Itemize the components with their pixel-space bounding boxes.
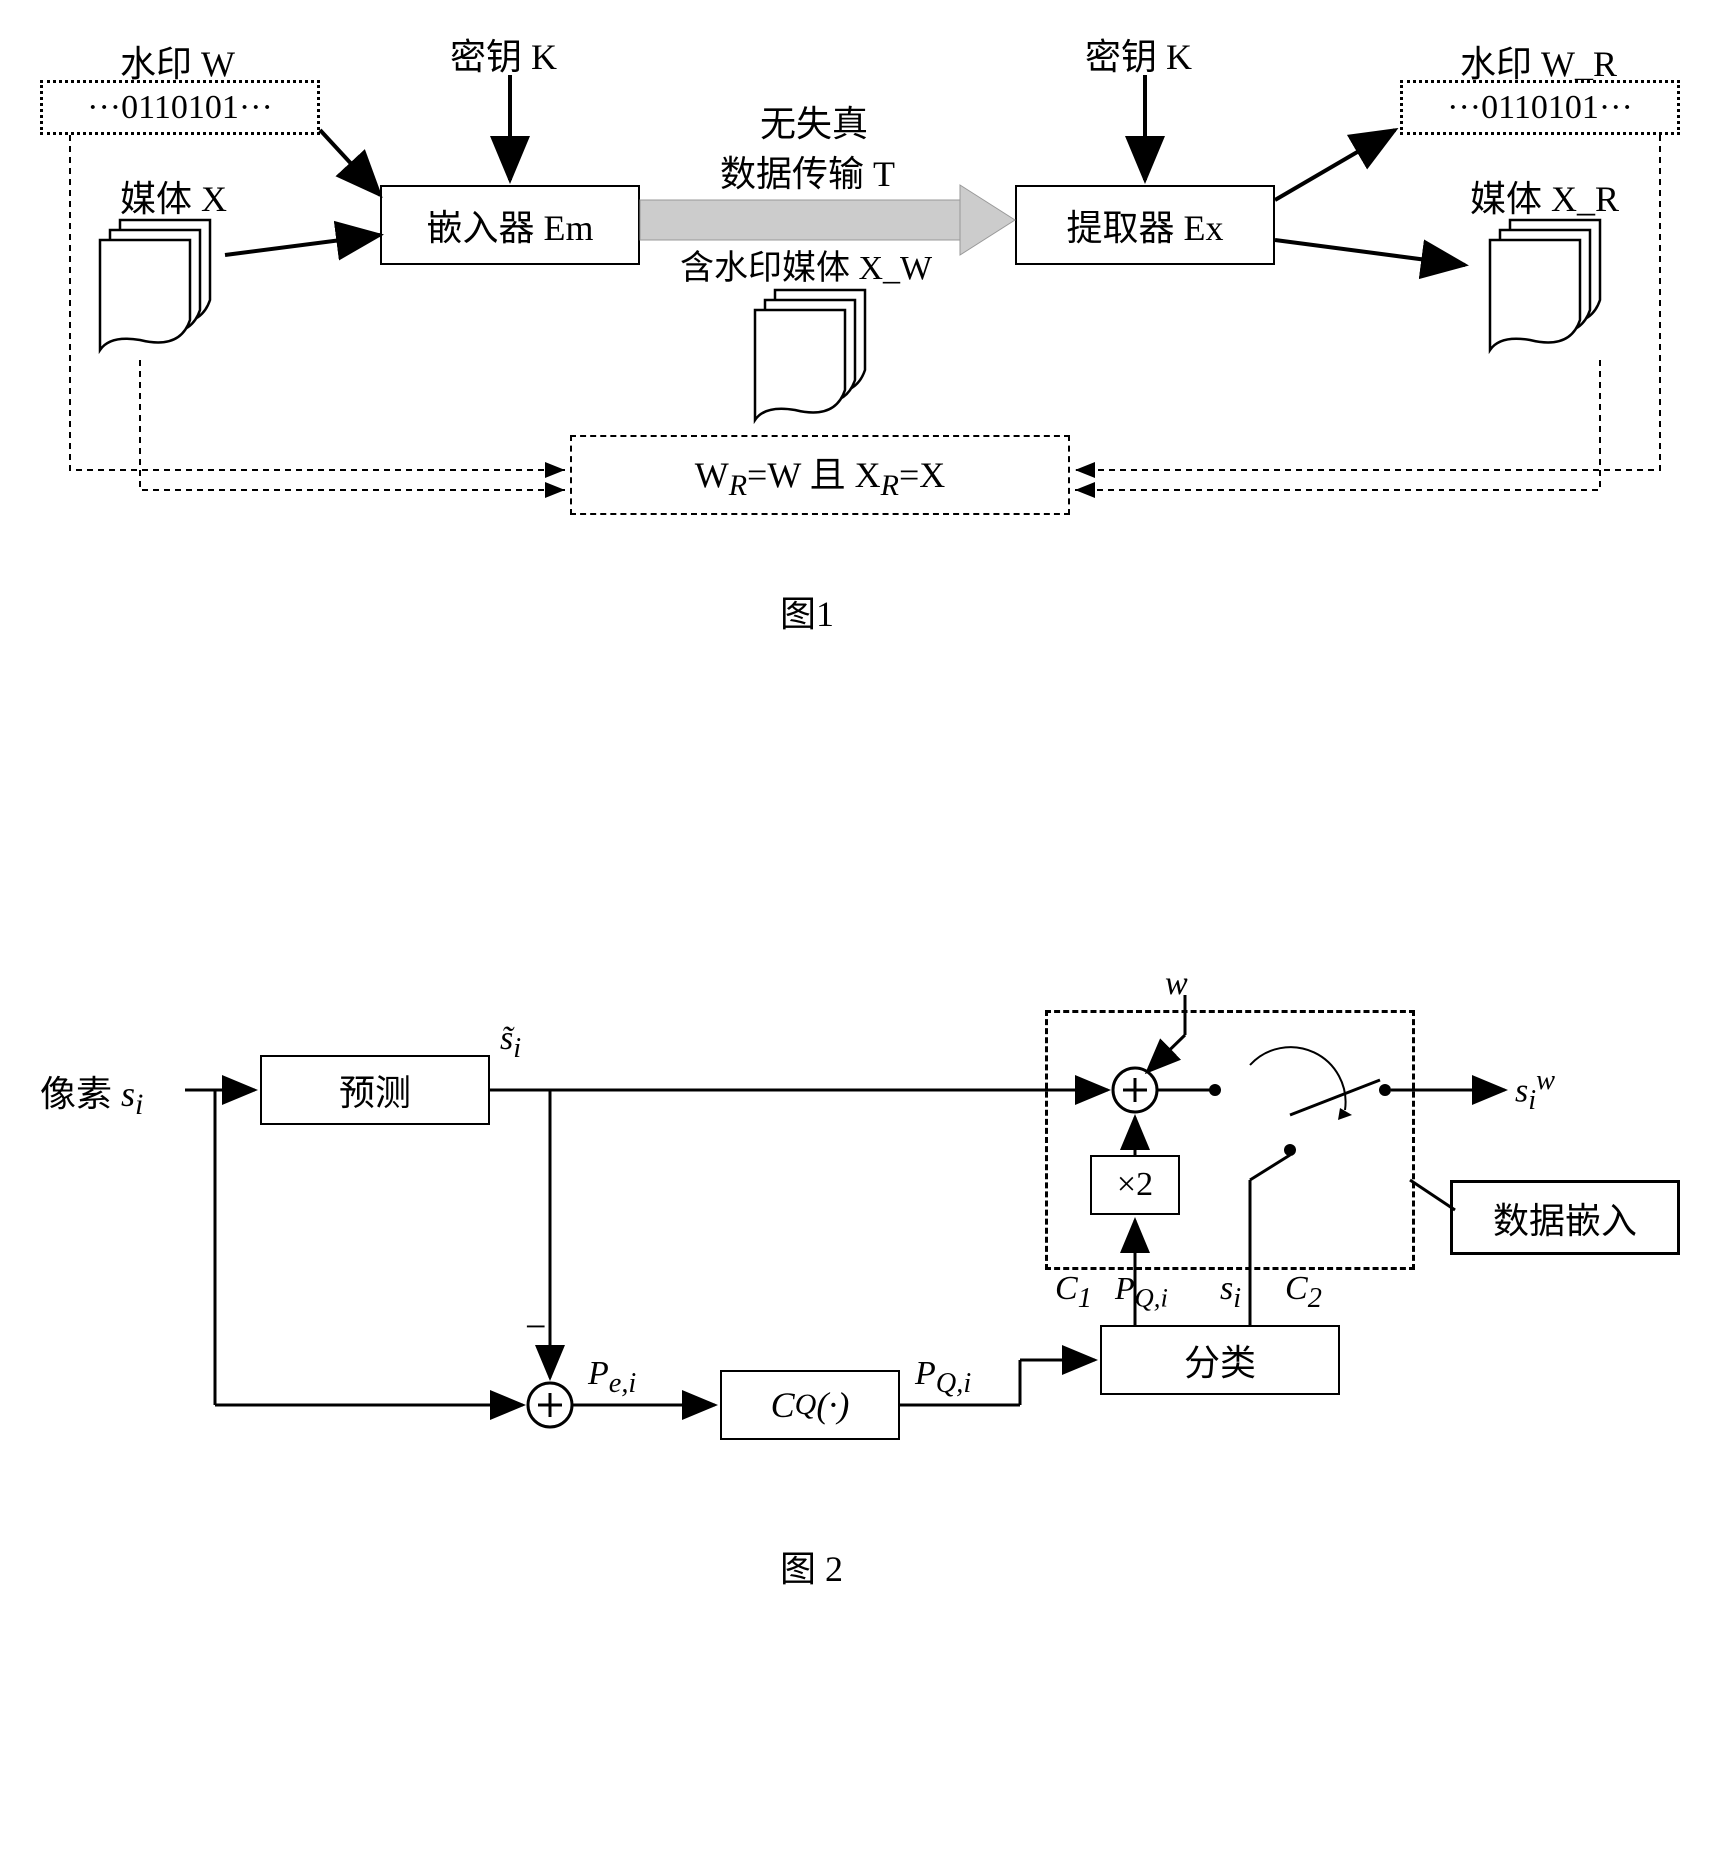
figure2-region: 像素 si 预测 s̃i ×2 分类 CQ(·) 数据嵌入 − Pe,i <box>40 980 1682 1760</box>
cq-box: CQ(·) <box>720 1370 900 1440</box>
media-out-icon <box>1470 210 1630 370</box>
watermark-out-bits: ···0110101··· <box>1400 80 1680 135</box>
s-tilde-label: s̃i <box>500 1020 521 1065</box>
embed-label-box: 数据嵌入 <box>1450 1180 1680 1255</box>
embedder-box: 嵌入器 Em <box>380 185 640 265</box>
w-label: w <box>1165 965 1188 1003</box>
embed-region <box>1045 1010 1415 1270</box>
media-in-icon <box>80 210 240 370</box>
pq2-label: PQ,i <box>1115 1270 1168 1313</box>
times2-box: ×2 <box>1090 1155 1180 1215</box>
watermarked-media-icon <box>735 280 895 440</box>
pq-label: PQ,i <box>915 1355 971 1400</box>
minus-label: − <box>525 1305 546 1349</box>
figure1-caption: 图1 <box>780 585 834 637</box>
predict-box: 预测 <box>260 1055 490 1125</box>
classify-box: 分类 <box>1100 1325 1340 1395</box>
key-right-label: 密钥 K <box>1085 28 1192 80</box>
extractor-box: 提取器 Ex <box>1015 185 1275 265</box>
pixel-label: 像素 si <box>40 1065 143 1122</box>
siw-label: siw <box>1515 1065 1555 1117</box>
key-left-label: 密钥 K <box>450 28 557 80</box>
c1-label: C1 <box>1055 1270 1092 1315</box>
transmission-line1: 无失真 <box>760 95 868 147</box>
diagram-canvas: 水印 W ···0110101··· 密钥 K 媒体 X 嵌入器 Em 无失真 … <box>40 40 1682 1813</box>
c2-label: C2 <box>1285 1270 1322 1315</box>
si-label: si <box>1220 1270 1241 1315</box>
watermark-in-bits: ···0110101··· <box>40 80 320 135</box>
pe-label: Pe,i <box>588 1355 636 1400</box>
figure2-caption: 图 2 <box>780 1540 843 1592</box>
transmission-line2: 数据传输 T <box>720 145 895 197</box>
equality-box: WR=W 且 XR=X <box>570 435 1070 515</box>
